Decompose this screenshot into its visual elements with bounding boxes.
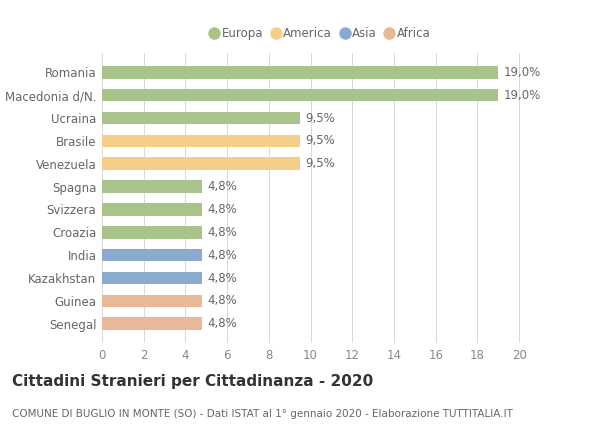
Text: 9,5%: 9,5% <box>305 111 335 125</box>
Text: 4,8%: 4,8% <box>208 249 237 262</box>
Bar <box>102 317 202 330</box>
Legend: Europa, America, Asia, Africa: Europa, America, Asia, Africa <box>208 24 434 44</box>
Text: 4,8%: 4,8% <box>208 271 237 285</box>
Text: 9,5%: 9,5% <box>305 157 335 170</box>
Text: 4,8%: 4,8% <box>208 317 237 330</box>
Text: 19,0%: 19,0% <box>503 88 541 102</box>
Bar <box>102 294 202 307</box>
Bar <box>102 180 202 193</box>
Bar <box>102 112 300 124</box>
Text: 19,0%: 19,0% <box>503 66 541 79</box>
Bar <box>102 272 202 284</box>
Text: 4,8%: 4,8% <box>208 226 237 239</box>
Bar <box>102 135 300 147</box>
Text: COMUNE DI BUGLIO IN MONTE (SO) - Dati ISTAT al 1° gennaio 2020 - Elaborazione TU: COMUNE DI BUGLIO IN MONTE (SO) - Dati IS… <box>12 409 513 419</box>
Bar <box>102 226 202 238</box>
Text: 4,8%: 4,8% <box>208 203 237 216</box>
Bar <box>102 249 202 261</box>
Text: 4,8%: 4,8% <box>208 294 237 308</box>
Bar <box>102 89 498 102</box>
Bar <box>102 158 300 170</box>
Bar <box>102 66 498 79</box>
Bar <box>102 203 202 216</box>
Text: Cittadini Stranieri per Cittadinanza - 2020: Cittadini Stranieri per Cittadinanza - 2… <box>12 374 373 389</box>
Text: 4,8%: 4,8% <box>208 180 237 193</box>
Text: 9,5%: 9,5% <box>305 134 335 147</box>
